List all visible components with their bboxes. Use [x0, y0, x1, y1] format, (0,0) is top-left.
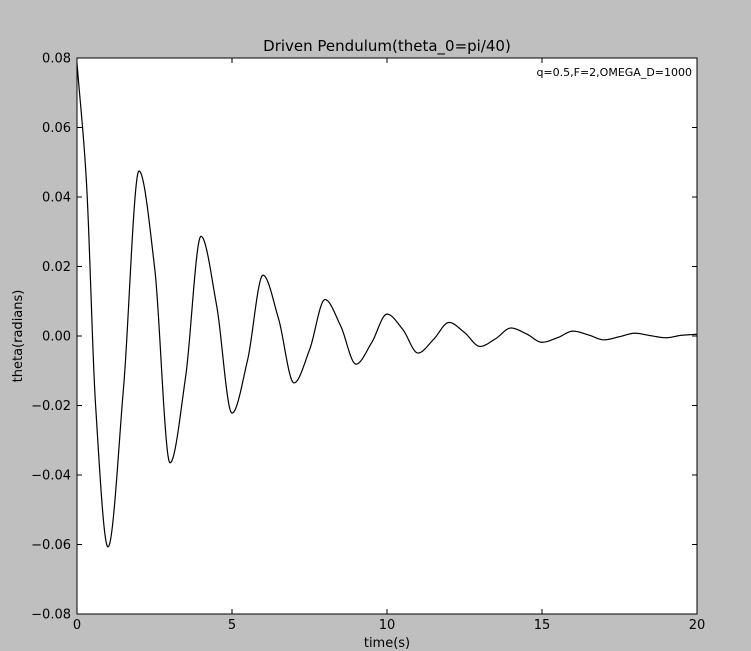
- x-tick-label: 0: [73, 618, 81, 633]
- y-tick-label: −0.02: [31, 399, 71, 414]
- y-tick-label: −0.08: [31, 608, 71, 623]
- y-axis-label: theta(radians): [11, 290, 26, 383]
- y-tick-label: −0.06: [31, 538, 71, 553]
- chart-title: Driven Pendulum(theta_0=pi/40): [263, 37, 511, 56]
- x-axis-label: time(s): [364, 636, 410, 651]
- y-tick-label: 0.02: [42, 260, 71, 275]
- series-line-theta: [76, 63, 698, 548]
- plot-frame: [76, 57, 698, 615]
- x-tick-label: 5: [228, 618, 236, 633]
- y-tick-label: 0.00: [42, 330, 71, 345]
- y-tick-label: 0.08: [42, 52, 71, 67]
- plot-area: [77, 58, 697, 614]
- y-tick-label: −0.04: [31, 469, 71, 484]
- x-tick-label: 15: [534, 618, 551, 633]
- y-axis-ticks: 0.08 0.06 0.04 0.02 0.00 −0.02 −0.04 −0.06 −0.08: [31, 52, 697, 623]
- x-tick-label: 20: [689, 618, 706, 633]
- x-tick-label: 10: [379, 618, 396, 633]
- y-tick-label: 0.04: [42, 191, 71, 206]
- y-tick-label: 0.06: [42, 121, 71, 136]
- legend-label: q=0.5,F=2,OMEGA_D=1000: [536, 66, 692, 79]
